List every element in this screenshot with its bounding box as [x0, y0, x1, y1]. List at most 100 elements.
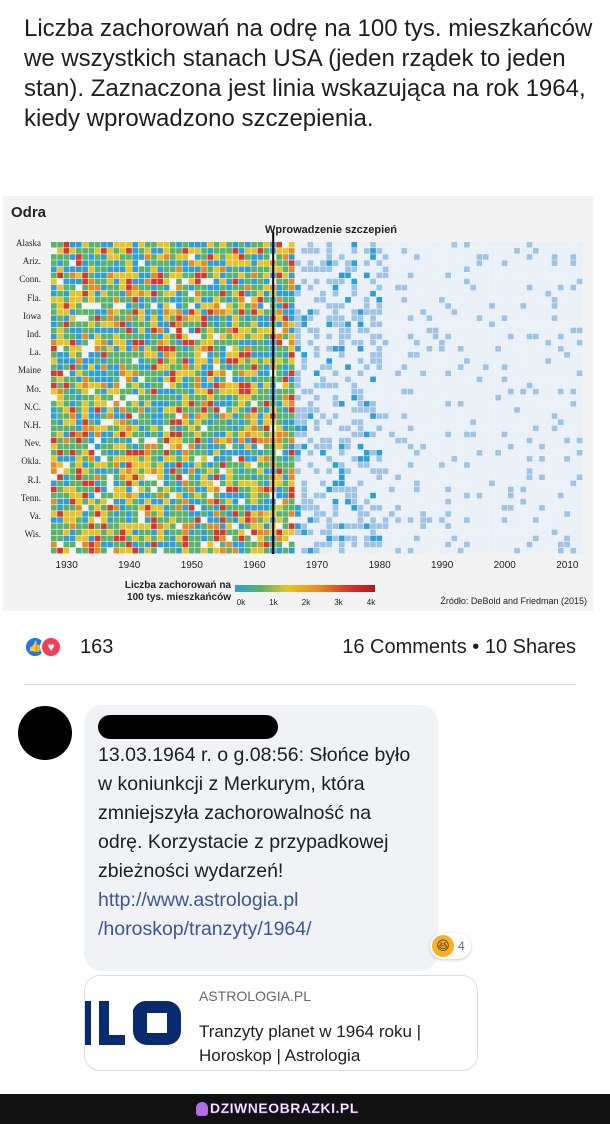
heatmap-cell — [157, 413, 164, 419]
heatmap-cell — [126, 303, 132, 309]
heatmap-cell — [414, 382, 420, 389]
heatmap-cell — [132, 407, 139, 413]
heatmap-cell — [357, 468, 364, 474]
heatmap-cell — [514, 443, 520, 450]
heatmap-cell — [69, 419, 76, 425]
heatmap-cell — [132, 443, 139, 450]
heatmap-cell — [257, 523, 264, 529]
heatmap-cell — [63, 523, 70, 529]
comment-link[interactable]: http://www.astrologia.pl /horoskop/tranz… — [98, 889, 312, 940]
heatmap-cell — [507, 547, 514, 554]
heatmap-cell — [295, 431, 301, 438]
heatmap-cell — [119, 260, 126, 266]
heatmap-cell — [201, 492, 207, 499]
heatmap-cell — [501, 309, 508, 315]
heatmap-cell — [576, 346, 583, 352]
heatmap-cell — [113, 450, 120, 456]
heatmap-cell — [194, 266, 201, 272]
heatmap-cell — [564, 401, 570, 407]
heatmap-cell — [57, 327, 63, 334]
heatmap-cell — [376, 450, 383, 456]
heatmap-cell — [338, 517, 345, 523]
heatmap-cell — [363, 309, 370, 315]
heatmap-cell — [420, 346, 426, 352]
heatmap-cell — [520, 254, 527, 260]
heatmap-cell — [132, 266, 139, 272]
heatmap-cell — [332, 450, 339, 456]
heatmap-cell — [520, 376, 527, 383]
heatmap-cell — [282, 284, 289, 291]
heatmap-cell — [570, 321, 577, 328]
heatmap-cell — [295, 346, 301, 352]
heatmap-cell — [132, 480, 139, 487]
heatmap-cell — [470, 248, 476, 254]
heatmap-cell — [263, 272, 270, 279]
comments-shares-count[interactable]: 16 Comments • 10 Shares — [342, 636, 576, 658]
heatmap-cell — [313, 468, 320, 474]
heatmap-cell — [482, 437, 489, 444]
heatmap-cell — [76, 242, 82, 248]
heatmap-cell — [257, 413, 264, 419]
heatmap-cell — [144, 266, 151, 272]
heatmap-cell — [132, 315, 139, 321]
heatmap-cell — [345, 462, 351, 468]
heatmap-cell — [307, 358, 314, 364]
reaction-count[interactable]: 163 — [80, 636, 114, 658]
heatmap-cell — [557, 333, 564, 340]
avatar[interactable] — [18, 706, 72, 760]
heatmap-cell — [520, 480, 527, 487]
heatmap-cell — [76, 364, 82, 370]
heatmap-cell — [213, 401, 220, 407]
heatmap-cell — [57, 456, 63, 462]
heatmap-cell — [157, 297, 164, 303]
link-preview-card[interactable]: ASTROLOGIA.PL Tranzyty planet w 1964 rok… — [84, 975, 478, 1071]
heatmap-cell — [332, 505, 339, 511]
heatmap-cell — [282, 437, 289, 444]
heatmap-cell — [188, 309, 195, 315]
heatmap-cell — [432, 437, 439, 444]
heatmap-cell — [263, 394, 270, 401]
heatmap-cell — [151, 394, 157, 401]
heatmap-cell — [501, 474, 508, 480]
heatmap-cell — [320, 278, 326, 285]
heatmap-cell — [439, 254, 445, 260]
heatmap-cell — [63, 321, 70, 328]
heatmap-cell — [169, 431, 176, 438]
state-label: Ariz. — [22, 256, 41, 267]
heatmap-cell — [113, 266, 120, 272]
heatmap-cell — [245, 297, 251, 303]
heatmap-cell — [313, 407, 320, 413]
heatmap-cell — [376, 462, 383, 468]
heatmap-cell — [188, 333, 195, 340]
heatmap-cell — [307, 242, 314, 248]
heatmap-cell — [176, 370, 182, 376]
heatmap-cell — [370, 284, 376, 291]
heatmap-cell — [507, 388, 514, 395]
heatmap-cell — [238, 474, 245, 480]
heatmap-cell — [545, 425, 552, 432]
heatmap-cell — [226, 517, 232, 523]
heatmap-cell — [501, 523, 508, 529]
redacted-commenter-name[interactable] — [98, 715, 278, 739]
heatmap-cell — [119, 315, 126, 321]
heatmap-cell — [489, 358, 495, 364]
heatmap-cell — [539, 443, 545, 450]
heatmap-cell — [113, 523, 120, 529]
heatmap-cell — [376, 254, 383, 260]
heatmap-cell — [63, 309, 70, 315]
heatmap-cell — [338, 284, 345, 291]
heatmap-cell — [188, 492, 195, 499]
heatmap-cell — [532, 462, 539, 468]
heatmap-cell — [207, 401, 214, 407]
heatmap-cell — [489, 394, 495, 401]
heatmap-cell — [188, 290, 195, 297]
heatmap-cell — [226, 370, 232, 376]
heatmap-cell — [407, 401, 414, 407]
heatmap-cell — [557, 382, 564, 389]
heatmap-cell — [282, 321, 289, 328]
heatmap-cell — [376, 547, 383, 554]
heatmap-cell — [76, 535, 82, 542]
reaction-icons[interactable]: 👍 ♥ — [24, 636, 72, 660]
haha-reaction-badge[interactable]: 😆 4 — [430, 933, 471, 959]
heatmap-cell — [326, 266, 333, 272]
